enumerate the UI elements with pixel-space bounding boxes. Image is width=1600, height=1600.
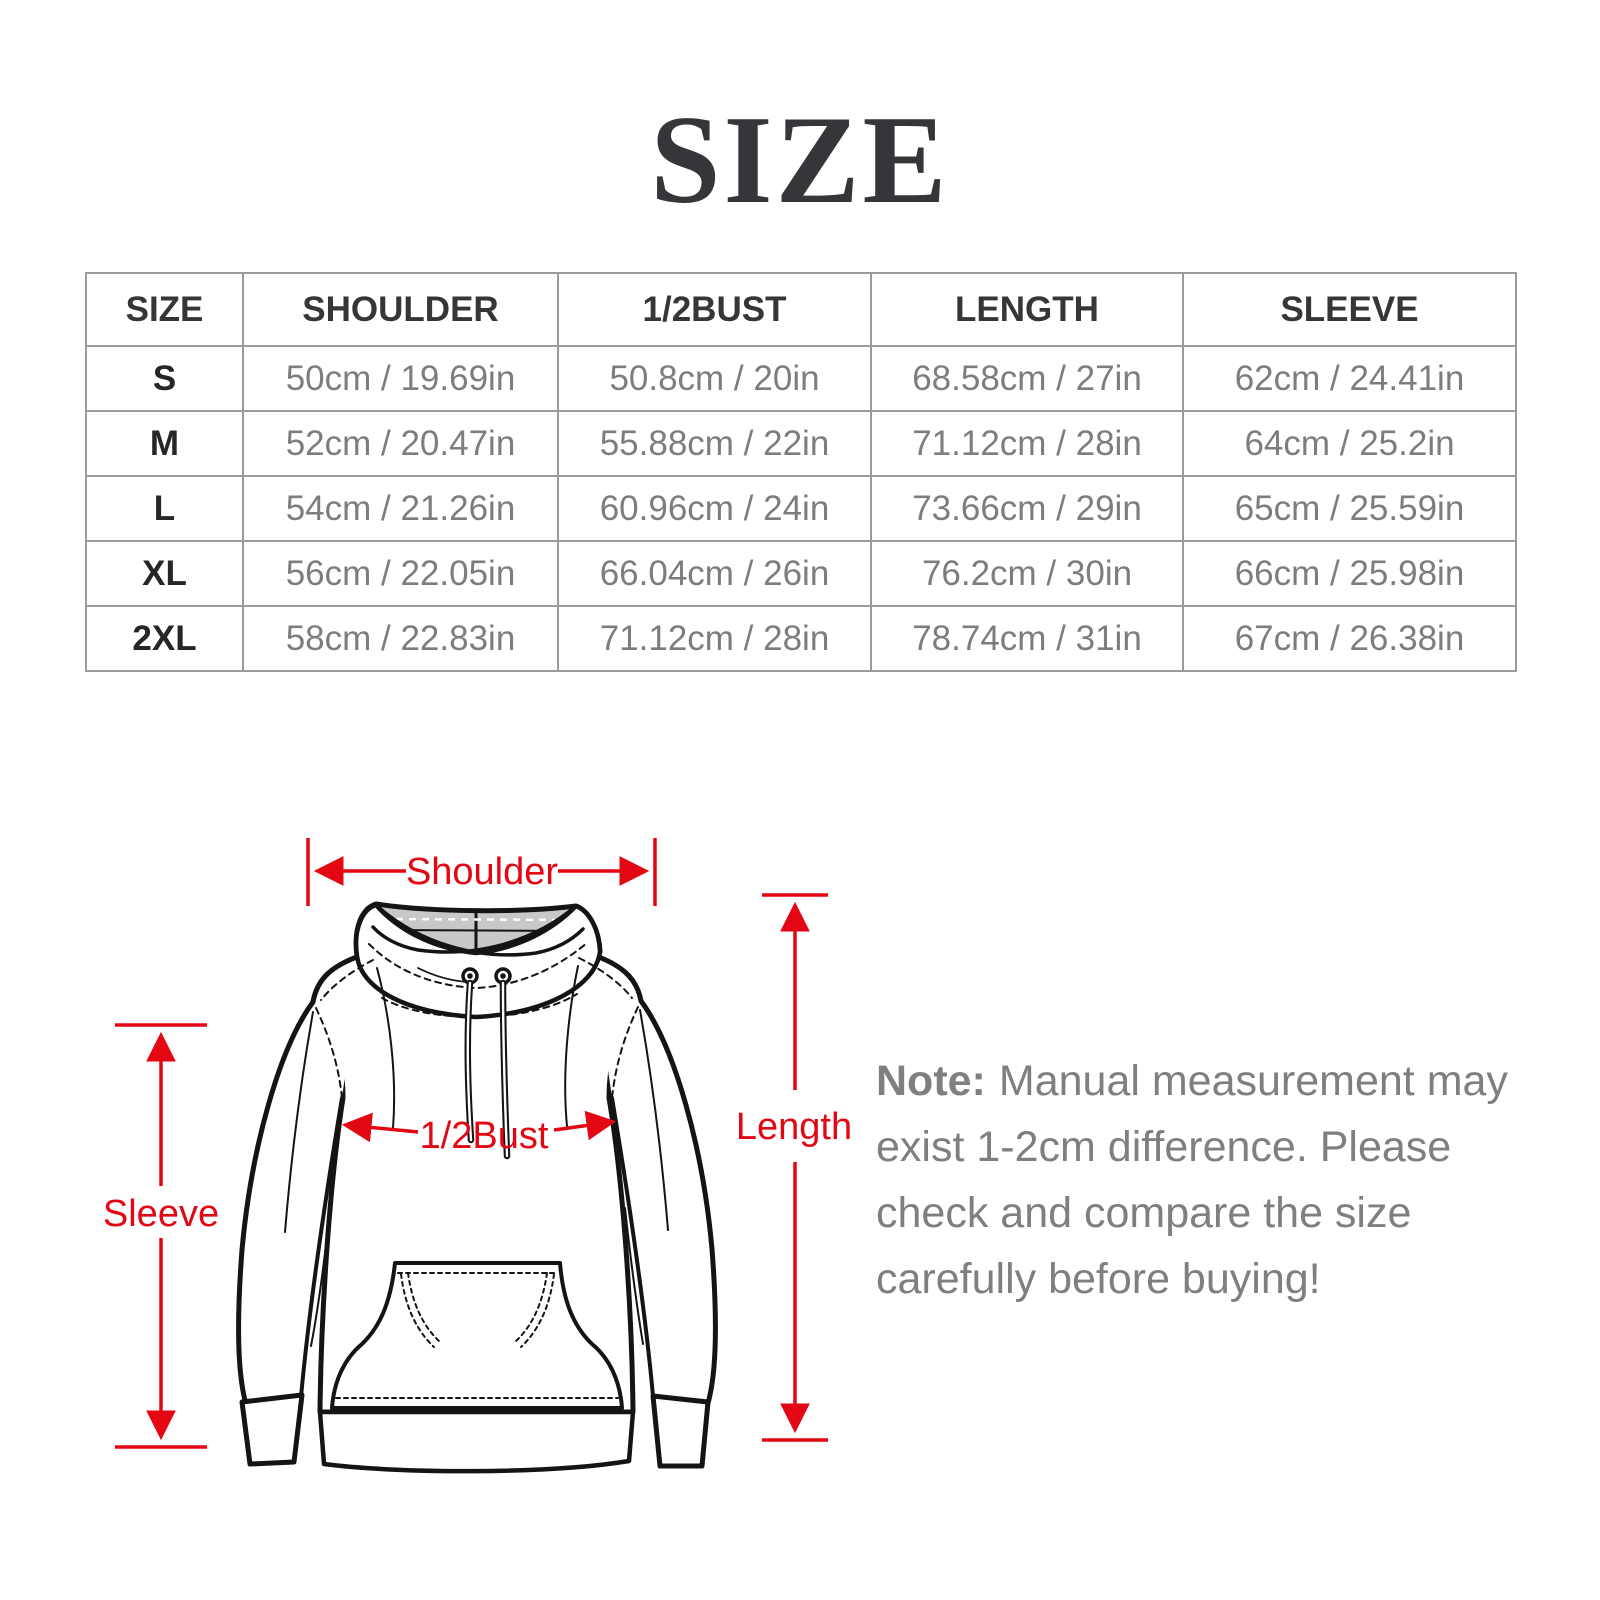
- left-grommet-hole: [467, 973, 473, 979]
- right-elbow-crease: [624, 1207, 644, 1345]
- right-grommet-hole: [500, 973, 506, 979]
- shoulder-cell: 56cm / 22.05in: [242, 540, 559, 607]
- right-armhole-seam: [611, 1006, 639, 1099]
- half-bust-arrow: 1/2Bust: [341, 1110, 617, 1157]
- length-cell: 71.12cm / 28in: [870, 410, 1184, 477]
- length-cell: 78.74cm / 31in: [870, 605, 1184, 672]
- left-sleeve-inner-edge: [299, 1096, 344, 1399]
- shoulder-arrow: Shoulder: [306, 838, 657, 906]
- shoulder-label: Shoulder: [406, 851, 558, 893]
- sleeve-cell: 66cm / 25.98in: [1182, 540, 1517, 607]
- shoulder-cell: 54cm / 21.26in: [242, 475, 559, 542]
- col-header-size: SIZE: [85, 272, 244, 347]
- left-sleeve-outer-edge: [236, 949, 375, 1407]
- sleeve-label: Sleeve: [103, 1193, 219, 1235]
- half-bust-label: 1/2Bust: [420, 1115, 549, 1157]
- bust-cell: 60.96cm / 24in: [557, 475, 872, 542]
- table-row: XL 56cm / 22.05in 66.04cm / 26in 76.2cm …: [85, 540, 1517, 607]
- left-sleeve: [238, 952, 372, 1404]
- size-cell: S: [85, 345, 244, 412]
- size-table: SIZE SHOULDER 1/2BUST LENGTH SLEEVE S 50…: [85, 272, 1517, 672]
- table-row: M 52cm / 20.47in 55.88cm / 22in 71.12cm …: [85, 410, 1517, 477]
- length-cell: 76.2cm / 30in: [870, 540, 1184, 607]
- measurement-note: Note: Manual measurement may exist 1-2cm …: [876, 1048, 1508, 1312]
- left-elbow-crease: [310, 1209, 331, 1347]
- note-line: Note: Manual measurement may: [876, 1048, 1508, 1114]
- size-cell: XL: [85, 540, 244, 607]
- col-header-length: LENGTH: [870, 272, 1184, 347]
- bust-cell: 66.04cm / 26in: [557, 540, 872, 607]
- collar-fold-right: [371, 904, 578, 954]
- chest-seam: [381, 993, 578, 1019]
- table-row: 2XL 58cm / 22.83in 71.12cm / 28in 78.74c…: [85, 605, 1517, 672]
- length-cell: 68.58cm / 27in: [870, 345, 1184, 412]
- col-header-sleeve: SLEEVE: [1182, 272, 1517, 347]
- sleeve-cell: 64cm / 25.2in: [1182, 410, 1517, 477]
- left-drawstring-core: [466, 981, 473, 1142]
- bust-arrow-right: [553, 1110, 617, 1141]
- table-header-row: SIZE SHOULDER 1/2BUST LENGTH SLEEVE: [85, 272, 1517, 347]
- page-title: SIZE: [650, 91, 950, 230]
- left-sleeve-crease: [284, 1011, 314, 1233]
- length-cell: 73.66cm / 29in: [870, 475, 1184, 542]
- right-sleeve-inner-edge: [610, 1096, 655, 1398]
- table-row: L 54cm / 21.26in 60.96cm / 24in 73.66cm …: [85, 475, 1517, 542]
- bust-cell: 71.12cm / 28in: [557, 605, 872, 672]
- collar-stitch-line: [368, 941, 589, 989]
- length-arrow: Length: [736, 893, 852, 1442]
- left-armhole-seam: [315, 1007, 343, 1099]
- length-label: Length: [736, 1106, 852, 1148]
- hoodie-measurement-diagram: Shoulder Sleeve Length 1/2Bust: [103, 838, 852, 1474]
- pocket-left-stitch: [400, 1273, 435, 1348]
- sleeve-cell: 67cm / 26.38in: [1182, 605, 1517, 672]
- size-cell: M: [85, 410, 244, 477]
- sleeve-cell: 65cm / 25.59in: [1182, 475, 1517, 542]
- bust-arrow-left: [341, 1112, 419, 1143]
- pocket-right-stitch: [520, 1273, 555, 1348]
- table-row: S 50cm / 19.69in 50.8cm / 20in 68.58cm /…: [85, 345, 1517, 412]
- pocket-right-stitch-2: [515, 1272, 548, 1342]
- note-line: check and compare the size: [876, 1189, 1412, 1237]
- hem-band: [317, 1409, 636, 1474]
- left-chest-crease: [376, 967, 396, 1129]
- col-header-shoulder: SHOULDER: [242, 272, 559, 347]
- collar-fold-left: [374, 903, 585, 957]
- left-cuff: [239, 1392, 305, 1467]
- col-header-bust: 1/2BUST: [557, 272, 872, 347]
- note-line: exist 1-2cm difference. Please: [876, 1123, 1452, 1171]
- size-cell: L: [85, 475, 244, 542]
- shoulder-cell: 50cm / 19.69in: [242, 345, 559, 412]
- note-line-text: Manual measurement may: [998, 1057, 1508, 1105]
- sleeve-cell: 62cm / 24.41in: [1182, 345, 1517, 412]
- pocket-left-stitch-2: [407, 1272, 440, 1342]
- right-cuff: [650, 1393, 711, 1469]
- right-sleeve-crease: [639, 1009, 669, 1231]
- size-cell: 2XL: [85, 605, 244, 672]
- left-shoulder-seam: [320, 959, 374, 1001]
- sleeve-arrow: Sleeve: [103, 1023, 219, 1449]
- right-chest-crease: [564, 965, 579, 1127]
- right-sleeve: [581, 951, 716, 1403]
- note-prefix: Note:: [876, 1057, 986, 1105]
- right-shoulder-seam: [578, 957, 633, 999]
- note-line: carefully before buying!: [876, 1255, 1321, 1303]
- right-sleeve-outer-edge: [578, 948, 718, 1406]
- bust-cell: 55.88cm / 22in: [557, 410, 872, 477]
- bust-cell: 50.8cm / 20in: [557, 345, 872, 412]
- right-drawstring-core: [501, 981, 509, 1158]
- shoulder-cell: 52cm / 20.47in: [242, 410, 559, 477]
- hoodie-drawing: [236, 901, 718, 1474]
- shoulder-cell: 58cm / 22.83in: [242, 605, 559, 672]
- hood-stitch-line: [382, 917, 570, 922]
